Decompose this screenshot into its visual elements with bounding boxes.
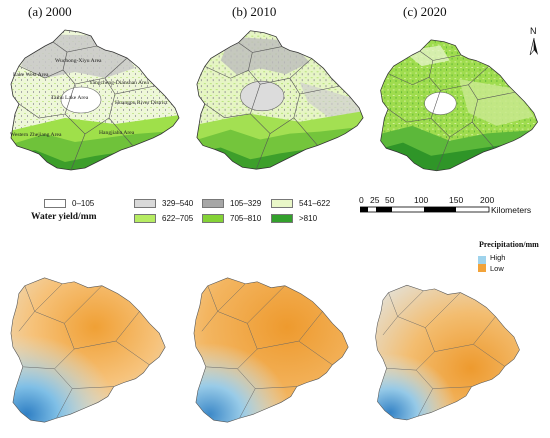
legend-label: >810 [299,213,318,223]
north-arrow-icon [527,28,541,58]
legend-item-541-622: 541–622 [271,197,330,209]
region-label-hangjiahu: Hangjiahu Area [99,130,135,136]
legend-label: 329–540 [162,198,194,208]
scale-tick-150: 150 [449,195,464,205]
precipitation-legend-swatch-high [478,256,486,264]
legend-item-622-705: 622–705 [134,212,193,224]
precipitation-legend-title: Precipitation/mm [479,240,539,249]
legend-swatch [134,198,156,208]
legend-item-329-540: 329–540 [134,197,193,209]
legend-label: 541–622 [299,198,331,208]
legend-swatch [271,213,293,223]
scale-tick-200: 200 [480,195,495,205]
scale-tick-0: 0 [359,195,364,205]
precipitation-legend-swatch-low [478,264,486,272]
legend-swatch [271,198,293,208]
legend-swatch [44,198,66,208]
precipitation-map-2000 [10,277,166,423]
region-label-yangcheng-dianshan: Yangcheng-Dianshan Area [89,80,149,86]
region-label-huangpu-river: Huangpu River District [115,100,168,106]
north-label: N [530,26,537,36]
region-label-western-zhejiang: Western Zhejiang Area [10,132,62,138]
legend-item-0-105: 0–105 [44,197,94,209]
panel-title-2020: (c) 2020 [403,4,447,19]
precipitation-map-2020 [375,284,520,421]
legend-label: 705–810 [230,213,262,223]
legend-swatch [202,198,224,208]
legend-label: 0–105 [72,198,95,208]
legend-item-over-810: >810 [271,212,317,224]
legend-label: 105–329 [230,198,262,208]
scale-tick-25: 25 [370,195,380,205]
scale-tick-100: 100 [414,195,429,205]
panel-title-2010: (b) 2010 [232,4,277,19]
water-yield-map-2000: Wuchong-Xiyu Area Lake West Area Yangche… [10,29,180,171]
region-label-lake-west: Lake West Area [13,72,49,78]
scale-bar [360,206,490,213]
water-yield-legend-title: Water yield/mm [31,212,97,222]
region-label-wuchong-xiyu: Wuchong-Xiyu Area [55,58,102,64]
legend-swatch [134,213,156,223]
scale-unit: Kilometers [491,205,532,215]
legend-swatch [202,213,224,223]
precipitation-legend-high: High [490,253,506,262]
legend-item-105-329: 105–329 [202,197,261,209]
scale-tick-50: 50 [385,195,395,205]
legend-label: 622–705 [162,213,194,223]
precipitation-legend-low: Low [490,264,504,273]
region-label-taihu-lake: Taihu Lake Area [51,95,89,101]
water-yield-map-2010 [196,30,364,170]
panel-title-2000: (a) 2000 [28,4,72,19]
legend-item-705-810: 705–810 [202,212,261,224]
water-yield-map-2020 [380,39,538,172]
precipitation-map-2010 [193,277,349,423]
